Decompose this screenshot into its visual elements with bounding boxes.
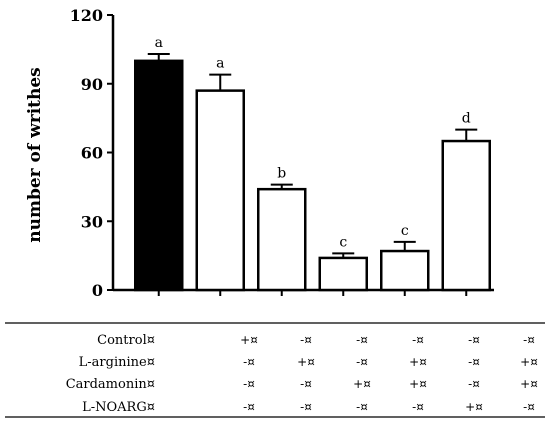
table-cell: -¤ [468,377,480,391]
bar [380,249,430,292]
table-cell: -¤ [300,377,312,391]
y-tick-label: 30 [81,212,103,231]
table-cell: -¤ [243,377,255,391]
table-cell: -¤ [523,333,535,347]
bars: a a b c c d [134,35,491,296]
table-cell: -¤ [468,333,480,347]
table-row-label: L-NOARG¤ [82,400,155,415]
y-axis-label: number of writhes [25,67,45,243]
y-tick-label: 0 [92,281,103,300]
significance-letter: c [339,234,347,250]
table-cell: -¤ [356,400,368,414]
table-cell: +¤ [353,377,371,391]
significance-letter: a [155,35,163,51]
significance-letter: b [277,166,286,182]
table-cell: +¤ [297,355,315,369]
table-cell: -¤ [243,355,255,369]
table-row-label: Cardamonin¤ [66,377,155,392]
y-tick-label: 90 [81,75,103,94]
significance-letter: d [462,111,471,127]
bar [134,59,184,292]
significance-letter: c [401,223,409,239]
significance-letter: a [216,56,224,72]
table-cell: -¤ [523,400,535,414]
table-cell: -¤ [412,333,424,347]
table-cell: +¤ [409,355,427,369]
table-cell: -¤ [243,400,255,414]
table-row-label: Control¤ [97,333,155,348]
table-cell: +¤ [409,377,427,391]
table-cell: -¤ [412,400,424,414]
bar [441,139,491,292]
y-tick-label: 60 [81,144,103,163]
table-cell: -¤ [468,355,480,369]
bar [318,256,368,292]
condition-table: Control¤ +¤ -¤ -¤ -¤ -¤ -¤ L-arginine¤ -¤ +¤ -¤ +¤ -… [5,322,545,418]
table-cell: -¤ [300,333,312,347]
table-cell: -¤ [300,400,312,414]
bar [195,89,245,292]
table-cell: +¤ [465,400,483,414]
table-cell: +¤ [240,333,258,347]
table-row-label: L-arginine¤ [79,355,155,370]
table-cell: +¤ [520,377,538,391]
table-cell: -¤ [356,333,368,347]
table-cell: +¤ [520,355,538,369]
table-cell: -¤ [356,355,368,369]
y-tick-label: 120 [70,6,103,25]
bar [257,187,307,292]
